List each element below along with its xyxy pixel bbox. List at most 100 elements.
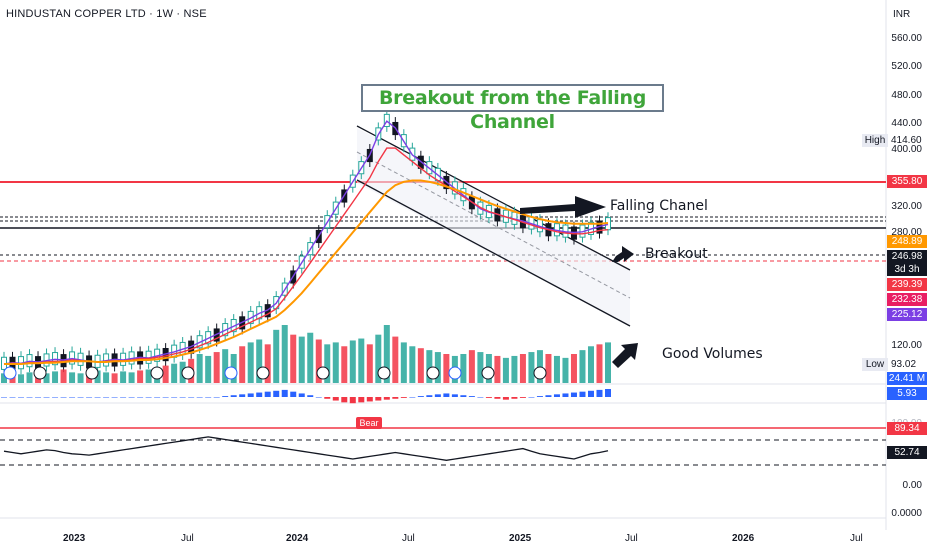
macd-bar: [171, 397, 178, 398]
macd-bar: [485, 397, 492, 398]
low-label: Low: [862, 358, 888, 371]
volume-bar: [128, 372, 135, 383]
price-tick: 120.00: [891, 340, 922, 351]
macd-bar: [358, 397, 365, 403]
price-label: 225.12: [887, 308, 927, 321]
macd-bar: [290, 391, 297, 397]
earnings-marker[interactable]: [85, 366, 99, 380]
macd-bar: [349, 397, 356, 404]
annotation-falling-channel: Falling Chanel: [610, 198, 708, 214]
macd-bar: [145, 397, 152, 398]
earnings-marker[interactable]: [481, 366, 495, 380]
macd-bar: [43, 397, 50, 398]
price-label: 355.80: [887, 175, 927, 188]
macd-histogram: [1, 389, 611, 404]
volume-bar: [213, 352, 220, 383]
earnings-marker[interactable]: [377, 366, 391, 380]
volume-bar: [18, 374, 25, 383]
chart-title: HINDUSTAN COPPER LTD · 1W · NSE: [6, 8, 207, 20]
macd-bar: [69, 397, 76, 398]
volume-bar: [400, 342, 407, 383]
macd-bar: [162, 397, 169, 398]
macd-bar: [315, 397, 322, 398]
volume-bar: [511, 355, 518, 383]
earnings-marker[interactable]: [33, 366, 47, 380]
macd-bar: [213, 397, 220, 398]
volume-bar: [120, 371, 127, 383]
dividend-marker[interactable]: [224, 366, 238, 380]
channel-upper-line: [356, 125, 631, 271]
macd-bar: [528, 397, 535, 398]
macd-bar: [120, 397, 127, 398]
high-label: High: [862, 134, 888, 147]
macd-bar: [519, 397, 526, 398]
dividend-marker[interactable]: [3, 366, 17, 380]
rsi-label: 89.34: [887, 422, 927, 435]
macd-bar: [307, 395, 314, 397]
macd-bar: [247, 393, 254, 397]
earnings-marker[interactable]: [533, 366, 547, 380]
channel-mid-line: [356, 151, 631, 299]
countdown-label: 3d 3h: [887, 263, 927, 276]
price-label: 246.98: [887, 250, 927, 263]
volume-bar: [519, 354, 526, 383]
volume-bar: [94, 370, 101, 383]
time-tick: 2026: [732, 533, 755, 544]
macd-bar: [222, 396, 229, 397]
time-tick: 2025: [509, 533, 532, 544]
macd-bar: [409, 397, 416, 398]
volume-bar: [43, 373, 50, 383]
volume-bar: [477, 352, 484, 383]
volume-bar: [273, 329, 280, 383]
volume-bar: [1, 373, 7, 383]
macd-bar: [443, 393, 450, 397]
macd-bar: [477, 397, 484, 398]
time-tick: Jul: [625, 533, 638, 544]
macd-bar: [256, 392, 263, 397]
currency-label[interactable]: INR: [893, 9, 911, 20]
ema-long-line: [4, 179, 609, 365]
macd-bar: [468, 396, 475, 397]
price-label: 232.38: [887, 293, 927, 306]
macd-bar: [94, 397, 101, 398]
price-label: 248.89: [887, 235, 927, 248]
volume-bar: [562, 357, 569, 383]
volume-bar: [570, 354, 577, 383]
price-tick: 560.00: [891, 33, 922, 44]
price-label: 239.39: [887, 278, 927, 291]
earnings-marker[interactable]: [426, 366, 440, 380]
earnings-marker[interactable]: [150, 366, 164, 380]
volume-bar: [60, 369, 67, 383]
macd-bar: [366, 397, 373, 402]
volume-bar: [392, 336, 399, 383]
macd-bar: [400, 397, 407, 398]
macd-bar: [103, 397, 110, 398]
volume-bar: [205, 355, 212, 383]
volume-bar: [256, 339, 263, 383]
earnings-marker[interactable]: [256, 366, 270, 380]
volume-bar: [145, 369, 152, 383]
earnings-marker[interactable]: [316, 366, 330, 380]
volume-bar: [239, 346, 246, 383]
breakout-arrow: [612, 246, 634, 262]
macd-bar: [196, 397, 203, 398]
volume-bar: [460, 354, 467, 383]
volume-bar: [553, 355, 560, 383]
macd-bar: [460, 395, 467, 397]
dividend-marker[interactable]: [448, 366, 462, 380]
volume-label: 24.41 M: [887, 372, 927, 385]
macd-bar: [188, 397, 195, 398]
earnings-marker[interactable]: [181, 366, 195, 380]
macd-bar: [553, 394, 560, 397]
volume-bar: [545, 354, 552, 383]
time-tick: Jul: [181, 533, 194, 544]
macd-bar: [375, 397, 382, 401]
high-value: 414.60: [891, 135, 922, 146]
macd-bar: [605, 389, 611, 397]
rsi-tick: 0.0000: [891, 508, 922, 519]
volume-bar: [137, 370, 144, 383]
volume-bar: [383, 325, 390, 383]
volume-bar: [222, 349, 229, 383]
price-tick: 440.00: [891, 118, 922, 129]
